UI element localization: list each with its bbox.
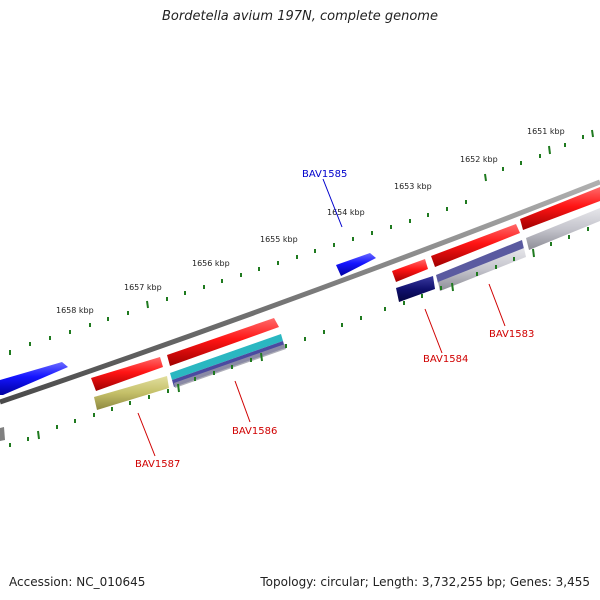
leader-line-BAV1584 — [424, 308, 443, 354]
forward-strand-genes — [0, 187, 600, 395]
genome-summary-text: Topology: circular; Length: 3,732,255 bp… — [260, 575, 590, 589]
gene-arrow-BAV1585 — [336, 253, 376, 276]
gene-arrow-forward — [167, 318, 279, 366]
gene-label-BAV1583: BAV1583 — [489, 329, 534, 340]
reverse-strand-features — [0, 208, 600, 441]
leader-line-BAV1583 — [488, 283, 506, 327]
feature-block-grey — [438, 248, 526, 291]
scale-label: 1653 kbp — [394, 182, 432, 191]
gene-arrow-forward — [520, 187, 600, 230]
map-title: Bordetella avium 197N, complete genome — [162, 9, 438, 24]
gene-arrow-forward — [392, 259, 428, 282]
feature-block-cyan — [170, 334, 283, 380]
label-leader-lines — [137, 178, 506, 457]
scale-label: 1654 kbp — [327, 208, 365, 217]
gene-label-BAV1587: BAV1587 — [135, 459, 180, 470]
scale-label: 1652 kbp — [460, 155, 498, 164]
scale-labels: 1651 kbp 1652 kbp 1653 kbp 1654 kbp 1655… — [56, 127, 565, 315]
scale-label: 1655 kbp — [260, 235, 298, 244]
leader-line-BAV1586 — [234, 380, 251, 423]
genome-backbone — [0, 179, 600, 405]
accession-text: Accession: NC_010645 — [9, 575, 146, 589]
feature-block-olive — [94, 376, 169, 410]
leader-line-BAV1587 — [137, 412, 156, 457]
outer-scale-ticks — [9, 129, 594, 355]
scale-label: 1651 kbp — [527, 127, 565, 136]
gene-label-BAV1585: BAV1585 — [302, 169, 347, 180]
inner-scale-ticks — [9, 227, 589, 447]
feature-block-purple — [436, 240, 524, 283]
scale-label: 1656 kbp — [192, 259, 230, 268]
leader-line-BAV1585 — [322, 178, 343, 228]
feature-block-grey — [174, 344, 286, 388]
gene-arrow-forward — [91, 357, 163, 391]
feature-block-grey — [0, 427, 5, 441]
scale-label: 1658 kbp — [56, 306, 94, 315]
gene-arrow-forward — [0, 362, 68, 395]
gene-labels: BAV1585 BAV1583 BAV1584 BAV1586 BAV1587 — [135, 169, 534, 470]
feature-block-grey — [526, 208, 600, 250]
gene-arrow-forward — [431, 224, 520, 267]
gene-label-BAV1584: BAV1584 — [423, 354, 468, 365]
scale-label: 1657 kbp — [124, 283, 162, 292]
gene-label-BAV1586: BAV1586 — [232, 426, 277, 437]
feature-block-navy — [396, 276, 435, 302]
